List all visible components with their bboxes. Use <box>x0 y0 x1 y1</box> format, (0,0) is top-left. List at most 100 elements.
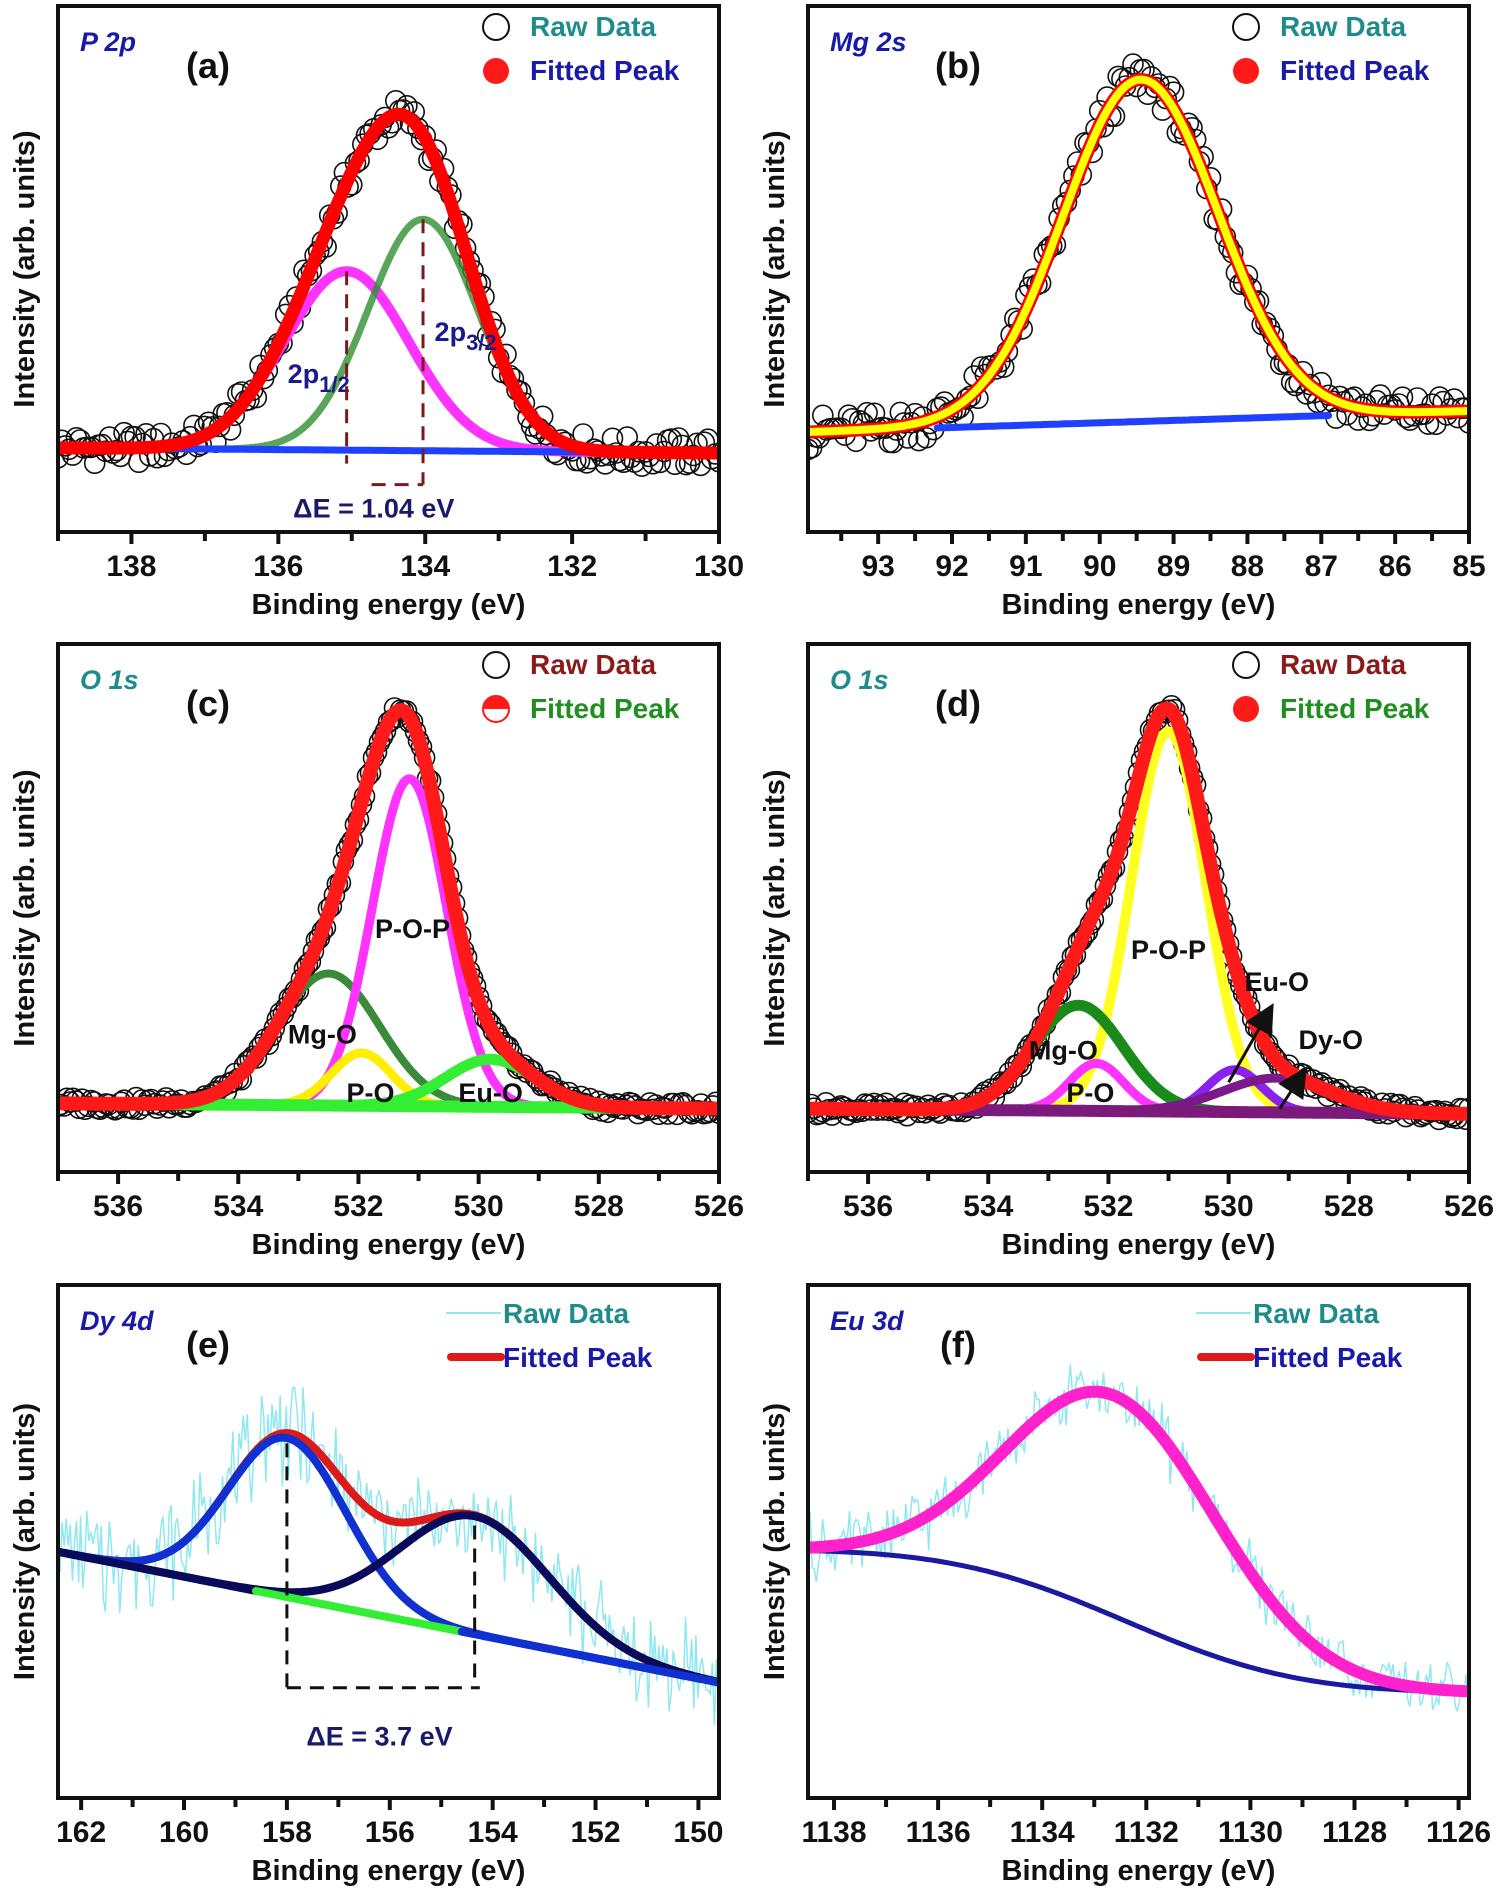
element-label: O 1s <box>80 665 139 695</box>
background-line <box>457 1627 719 1687</box>
x-tick-label: 92 <box>935 550 968 583</box>
fitted-peak-envelope <box>808 1385 1469 1698</box>
x-tick-label: 156 <box>365 1816 415 1849</box>
legend-open-circle-icon <box>1232 13 1260 41</box>
peak-label: Mg-O <box>288 1020 357 1050</box>
legend-label: Raw Data <box>1280 649 1406 680</box>
x-tick-label: 536 <box>93 1190 143 1223</box>
legend-label: Fitted Peak <box>1253 1342 1403 1373</box>
x-axis-title: Binding energy (eV) <box>1002 1855 1276 1887</box>
legend: Raw Data Fitted Peak <box>482 649 680 724</box>
raw-data-point <box>708 451 719 473</box>
x-axis-title: Binding energy (eV) <box>252 1855 526 1887</box>
peak-label: Mg-O <box>1029 1036 1098 1066</box>
x-tick-label: 160 <box>159 1816 209 1849</box>
x-axis-title: Binding energy (eV) <box>1002 1229 1276 1261</box>
x-axis-title: Binding energy (eV) <box>252 1229 526 1261</box>
x-tick-label: 86 <box>1378 550 1411 583</box>
x-axis-title: Binding energy (eV) <box>252 589 526 621</box>
peak-label-main: Dy-O <box>1299 1025 1364 1055</box>
panel-letter: (f) <box>940 1324 976 1365</box>
legend-open-circle-icon <box>1232 651 1260 679</box>
peak-label-main: ΔE = 3.7 eV <box>306 1721 452 1751</box>
peak-label-main: Mg-O <box>1029 1036 1098 1066</box>
x-tick-label: 87 <box>1305 550 1338 583</box>
panel-a: 138 136 134 132 130 Binding energy (eV) Intens… <box>9 4 744 621</box>
background-line <box>808 1548 1469 1695</box>
dy-o-arrow <box>1278 1066 1308 1110</box>
legend-filled-circle-icon <box>1233 58 1259 84</box>
y-axis-title: Intensity (arb. units) <box>9 769 41 1046</box>
legend-label: Raw Data <box>530 649 656 680</box>
plot-frame <box>56 642 721 1174</box>
peak-label-main: Eu-O <box>1244 967 1309 997</box>
y-axis-title: Intensity (arb. units) <box>759 1403 791 1680</box>
y-axis-title: Intensity (arb. units) <box>9 1403 41 1680</box>
x-tick-label: 536 <box>843 1190 893 1223</box>
x-tick-label: 150 <box>673 1816 723 1849</box>
element-label: O 1s <box>830 665 889 695</box>
plot-frame <box>56 4 721 534</box>
x-tick-label: 132 <box>547 550 597 583</box>
plot-area <box>808 1364 1469 1713</box>
legend-label: Raw Data <box>1280 11 1406 42</box>
background-line <box>58 1547 260 1595</box>
x-tick-label: 130 <box>694 550 744 583</box>
y-axis-title: Intensity (arb. units) <box>759 769 791 1046</box>
raw-data-line <box>58 1386 719 1726</box>
x-tick-label: 158 <box>262 1816 312 1849</box>
x-tick-label: 1126 <box>1426 1816 1491 1849</box>
legend: Raw Data Fitted Peak <box>482 11 680 86</box>
x-tick-label: 534 <box>213 1190 263 1223</box>
panel-b: 93 92 91 90 89 88 87 86 85 Binding energy (eV) Int… <box>759 4 1486 621</box>
x-tick-label: 534 <box>963 1190 1013 1223</box>
peak-label-main: ΔE = 1.04 eV <box>293 493 454 523</box>
element-label: P 2p <box>80 27 136 57</box>
legend-label: Raw Data <box>530 11 656 42</box>
x-tick-label: 528 <box>574 1190 624 1223</box>
plot-frame <box>806 1283 1471 1800</box>
panel-d: 536 534 532 530 528 526 Binding energy (eV) Int… <box>759 642 1494 1261</box>
x-tick-label: 1138 <box>801 1816 866 1849</box>
peak-label-main: 2p <box>435 317 467 347</box>
x-tick-label: 138 <box>106 550 156 583</box>
plot-area <box>58 1386 719 1726</box>
element-label: Mg 2s <box>830 27 907 57</box>
raw-data-point <box>808 438 819 461</box>
fitted-peak-envelope <box>808 701 1469 1121</box>
plot-area <box>808 53 1469 461</box>
peak-label-main: P-O <box>346 1078 394 1108</box>
peak-label-main: Mg-O <box>288 1020 357 1050</box>
legend: Raw Data Fitted Peak <box>1196 1298 1403 1373</box>
x-tick-label: 93 <box>861 550 894 583</box>
background-line <box>252 1587 466 1636</box>
legend: Raw Data Fitted Peak <box>1232 11 1430 86</box>
x-tick-label: 532 <box>333 1190 383 1223</box>
legend-label: Raw Data <box>1253 1298 1379 1329</box>
legend-label: Fitted Peak <box>530 693 680 724</box>
x-tick-label: 530 <box>454 1190 504 1223</box>
legend-label: Raw Data <box>503 1298 629 1329</box>
x-tick-label: 90 <box>1083 550 1116 583</box>
component-2p3-2 <box>58 215 719 457</box>
legend-label: Fitted Peak <box>530 55 680 86</box>
peak-label-main: P-O <box>1066 1078 1114 1108</box>
panel-c: 536 534 532 530 528 526 Binding energy (eV) Int… <box>9 642 744 1261</box>
x-tick-label: 1134 <box>1010 1816 1075 1849</box>
raw-data-point <box>58 447 69 469</box>
peak-label: ΔE = 1.04 eV <box>293 493 454 523</box>
x-tick-label: 162 <box>56 1816 106 1849</box>
fitted-peak-envelope <box>58 107 719 460</box>
x-tick-label: 154 <box>468 1816 518 1849</box>
y-axis-title: Intensity (arb. units) <box>9 130 41 407</box>
x-tick-label: 528 <box>1324 1190 1374 1223</box>
peak-label: Eu-O <box>1244 967 1309 997</box>
legend-label: Fitted Peak <box>503 1342 653 1373</box>
peak-label-subscript: 1/2 <box>319 372 350 397</box>
x-tick-label: 1130 <box>1218 1816 1283 1849</box>
peak-label-main: P-O-P <box>375 914 450 944</box>
x-tick-label: 85 <box>1452 550 1485 583</box>
peak-label-subscript: 3/2 <box>466 330 497 355</box>
